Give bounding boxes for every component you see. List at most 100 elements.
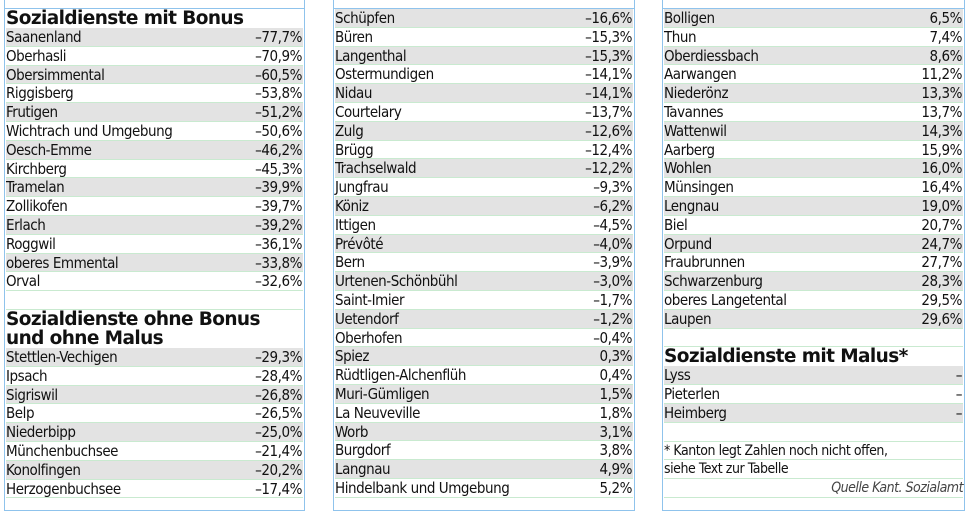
bonus-table: Saanenland –77,7% Oberhasli –70,9% Obersimme…	[6, 28, 303, 292]
row-name: Stettlen-Vechigen	[6, 347, 118, 366]
row-name: Pieterlen	[664, 385, 720, 404]
row-value: –	[955, 385, 963, 404]
row-value: –26,8%	[255, 385, 302, 404]
table-row: Niederbipp –25,0%	[6, 423, 303, 442]
row-value: 29,6%	[921, 309, 962, 328]
row-value: 0,3%	[599, 347, 633, 366]
row-name: Münchenbuchsee	[6, 441, 119, 460]
row-value: 29,5%	[921, 290, 962, 309]
table-row: Pieterlen –	[664, 385, 963, 404]
table-row: Büren –15,3%	[335, 28, 633, 47]
table-row: Tramelan –39,9%	[6, 178, 303, 198]
row-value: 16,0%	[921, 159, 962, 178]
row-name: Obersimmental	[6, 65, 105, 84]
row-name: Aarwangen	[664, 65, 737, 84]
row-value: 3,1%	[599, 422, 633, 441]
row-name: Konolfingen	[6, 460, 81, 479]
row-value: –51,2%	[255, 103, 302, 122]
spacer	[664, 329, 963, 348]
table-row: Ipsach –28,4%	[6, 367, 303, 386]
row-name: Fraubrunnen	[664, 253, 745, 272]
row-value: –13,7%	[585, 102, 632, 121]
table-row: Oesch-Emme –46,2%	[6, 140, 303, 160]
table-row: Bolligen 6,5%	[664, 9, 963, 28]
source-credit: Quelle Kant. Sozialamt	[664, 479, 964, 498]
spacer	[6, 291, 303, 310]
table-row: Saanenland –77,7%	[6, 28, 303, 47]
row-value: 20,7%	[921, 215, 962, 234]
table-row: Oberdiessbach 8,6%	[664, 46, 963, 66]
table-row: Worb 3,1%	[335, 422, 633, 442]
row-name: Brügg	[335, 140, 374, 159]
footnote-line-1: * Kanton legt Zahlen noch nicht offen,	[664, 442, 963, 461]
neutral-table-part-3: Bolligen 6,5% Thun 7,4% Oberdiessbach 8,6% Aar…	[664, 9, 963, 329]
row-name: Büren	[335, 27, 373, 46]
row-name: Bolligen	[664, 9, 715, 27]
row-value: –39,9%	[255, 178, 302, 197]
row-name: Roggwil	[6, 234, 56, 253]
row-name: Uetendorf	[335, 309, 399, 328]
table-row: Erlach –39,2%	[6, 215, 303, 235]
row-value: –26,5%	[255, 404, 302, 423]
table-row: Trachselwald –12,2%	[335, 159, 633, 179]
row-value: –33,8%	[255, 253, 302, 272]
row-value: –9,3%	[593, 178, 632, 197]
spacer	[664, 423, 963, 442]
neutral-table-part-1: Stettlen-Vechigen –29,3% Ipsach –28,4% Sigri…	[6, 347, 303, 499]
section-title-neutral-line1: Sozialdienste ohne Bonus	[6, 308, 261, 330]
table-row: Münchenbuchsee –21,4%	[6, 442, 303, 461]
row-name: Biel	[664, 215, 688, 234]
row-value: –60,5%	[255, 65, 302, 84]
row-name: Orval	[6, 272, 40, 291]
row-value: 7,4%	[929, 27, 963, 46]
row-name: Schüpfen	[335, 9, 395, 27]
table-row: Ittigen –4,5%	[335, 216, 633, 235]
row-value: 15,9%	[921, 140, 962, 159]
row-name: Münsingen	[664, 178, 734, 197]
table-row: Langenthal –15,3%	[335, 46, 633, 66]
row-value: –1,7%	[593, 290, 632, 309]
section-title-neutral-line2: und ohne Malus	[6, 327, 164, 349]
row-value: –25,0%	[255, 423, 302, 442]
table-row: Saint-Imier –1,7%	[335, 291, 633, 310]
row-value: –14,1%	[585, 65, 632, 84]
table-row: Belp –26,5%	[6, 404, 303, 424]
row-name: Tavannes	[664, 102, 724, 121]
row-name: Muri-Gümligen	[335, 384, 430, 403]
table-row: Burgdorf 3,8%	[335, 441, 633, 461]
row-name: Herzogenbuchsee	[6, 479, 121, 498]
row-value: –17,4%	[255, 479, 302, 498]
row-value: –53,8%	[255, 84, 302, 103]
table-row: Urtenen-Schönbühl –3,0%	[335, 272, 633, 291]
row-value: –36,1%	[255, 234, 302, 253]
row-name: Erlach	[6, 215, 46, 234]
row-name: Burgdorf	[335, 441, 391, 460]
row-value: –45,3%	[255, 159, 302, 178]
row-name: Aarberg	[664, 140, 715, 159]
row-name: Laupen	[664, 309, 712, 328]
table-row: Thun 7,4%	[664, 28, 963, 47]
row-name: Langenthal	[335, 46, 407, 65]
row-name: Saanenland	[6, 28, 82, 46]
table-row: Jungfrau –9,3%	[335, 178, 633, 197]
table-row: La Neuveville 1,8%	[335, 404, 633, 423]
table-row: Fraubrunnen 27,7%	[664, 253, 963, 273]
row-name: Worb	[335, 422, 369, 441]
row-value: 0,4%	[599, 366, 633, 385]
row-value: –39,2%	[255, 215, 302, 234]
table-row: Niederönz 13,3%	[664, 84, 963, 103]
row-value: 1,5%	[599, 384, 633, 403]
row-value: 5,2%	[599, 478, 633, 497]
footnote-line-2: siehe Text zur Tabelle	[664, 460, 963, 480]
table-row: Lyss –	[664, 366, 963, 386]
neutral-table-part-2: Schüpfen –16,6% Büren –15,3% Langenthal –15,3…	[335, 9, 633, 498]
table-row: Münsingen 16,4%	[664, 178, 963, 197]
row-name: Jungfrau	[335, 178, 389, 197]
row-name: Wichtrach und Umgebung	[6, 121, 173, 140]
row-value: –28,4%	[255, 366, 302, 385]
row-value: –29,3%	[255, 347, 302, 366]
row-name: Bern	[335, 253, 365, 272]
row-name: Hindelbank und Umgebung	[335, 478, 510, 497]
row-name: Saint-Imier	[335, 290, 405, 309]
row-value: 8,6%	[929, 46, 963, 65]
